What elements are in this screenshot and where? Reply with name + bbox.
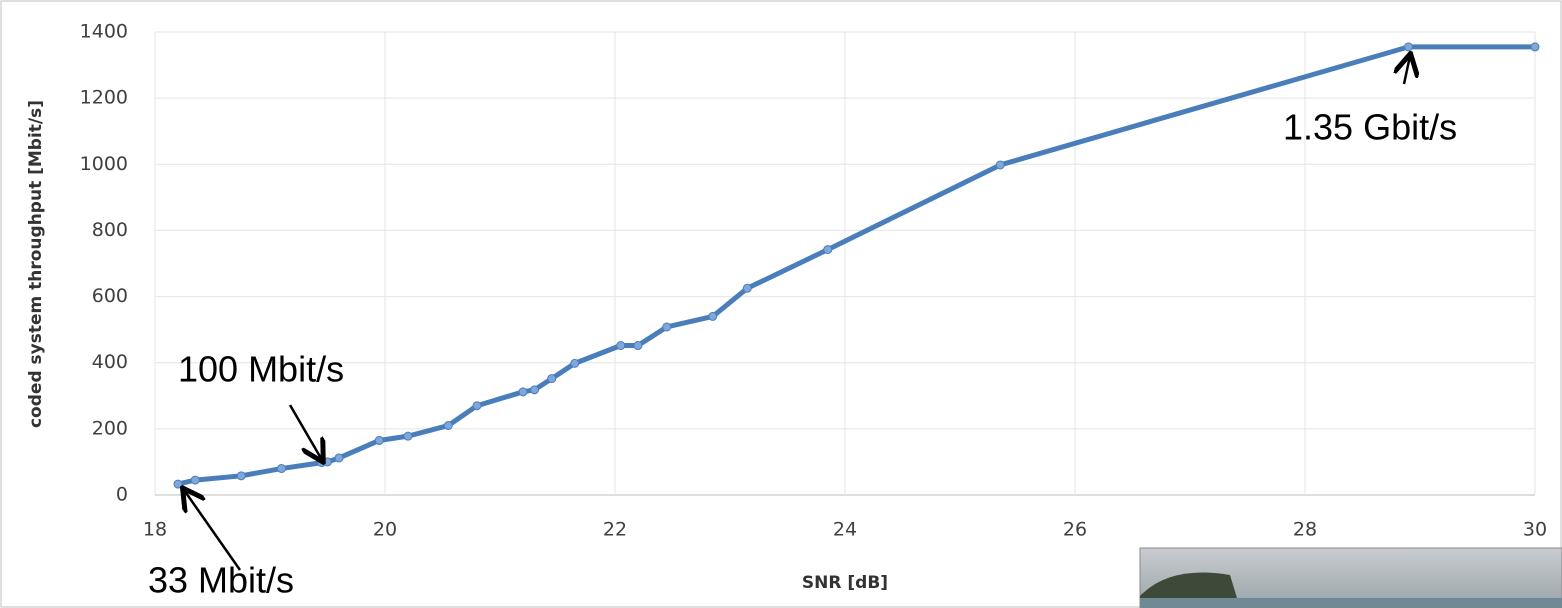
data-point — [663, 323, 671, 331]
data-point — [1405, 43, 1413, 51]
data-point — [237, 472, 245, 480]
annotation: 1.35 Gbit/s — [1283, 107, 1457, 148]
x-tick-label: 28 — [1293, 519, 1317, 541]
x-tick-label: 20 — [373, 519, 397, 541]
data-point — [996, 161, 1004, 169]
data-point — [473, 402, 481, 410]
annotation: 33 Mbit/s — [148, 560, 294, 601]
data-point — [278, 465, 286, 473]
data-point — [634, 342, 642, 350]
chart-border — [1, 1, 1561, 607]
data-point — [709, 312, 717, 320]
data-point — [375, 436, 383, 444]
data-point — [174, 480, 182, 488]
x-tick-label: 30 — [1523, 519, 1547, 541]
x-tick-label: 26 — [1063, 519, 1087, 541]
y-tick-label: 400 — [92, 351, 128, 373]
y-tick-label: 200 — [92, 417, 128, 439]
y-axis-title: coded system throughput [Mbit/s] — [26, 100, 46, 428]
data-point — [335, 454, 343, 462]
data-point — [548, 375, 556, 383]
x-tick-label: 18 — [143, 519, 167, 541]
data-point — [324, 458, 332, 466]
x-tick-label: 22 — [603, 519, 627, 541]
annotation-arrow — [290, 405, 322, 460]
grid — [155, 32, 1535, 495]
chart: coded system throughput [Mbit/s] SNR [dB… — [0, 0, 1562, 608]
annotation-arrow — [1404, 56, 1410, 84]
y-tick-label: 1400 — [80, 21, 128, 43]
data-point — [444, 422, 452, 430]
data-point — [824, 246, 832, 254]
y-tick-label: 0 — [116, 484, 128, 506]
data-point — [617, 342, 625, 350]
data-point — [571, 359, 579, 367]
data-point — [743, 284, 751, 292]
x-tick-label: 24 — [833, 519, 857, 541]
data-point — [519, 388, 527, 396]
y-tick-label: 1000 — [80, 153, 128, 175]
annotation-arrow — [184, 490, 240, 570]
data-point — [1531, 43, 1539, 51]
y-tick-label: 1200 — [80, 87, 128, 109]
data-point — [191, 476, 199, 484]
y-tick-label: 600 — [92, 285, 128, 307]
annotation: 100 Mbit/s — [178, 349, 344, 390]
data-point — [404, 432, 412, 440]
x-axis-title: SNR [dB] — [802, 573, 888, 593]
data-point — [531, 386, 539, 394]
y-tick-label: 800 — [92, 219, 128, 241]
photo-overlay — [1140, 548, 1562, 608]
